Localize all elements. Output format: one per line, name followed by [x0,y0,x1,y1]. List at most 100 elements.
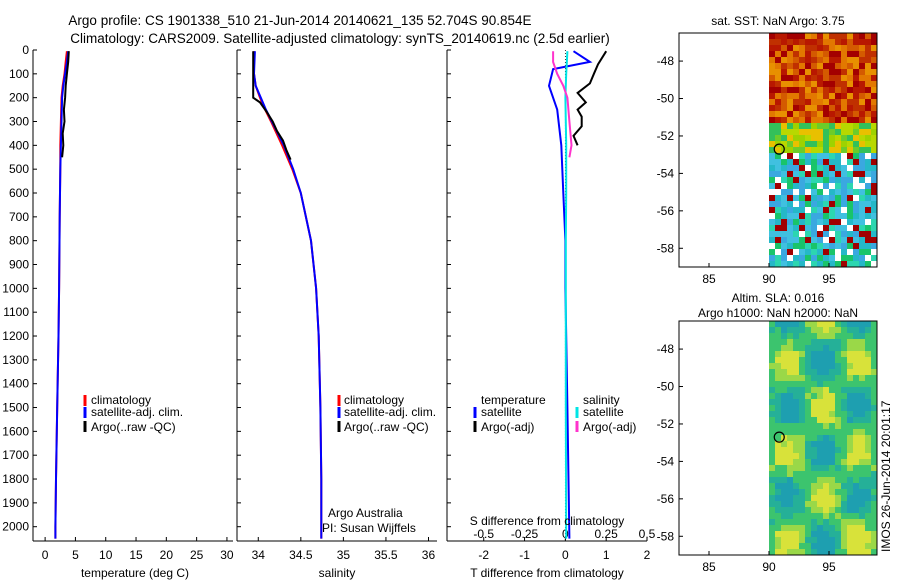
map-cell [829,459,835,465]
map-cell [811,399,817,405]
map-cell [847,375,853,381]
map-cell [859,117,865,123]
map-cell [871,39,877,45]
map-cell [847,105,853,111]
map-cell [829,537,835,543]
map-cell [769,225,775,231]
map-cell [811,195,817,201]
lat-tick-label: -54 [657,454,675,468]
map-cell [859,63,865,69]
map-cell [841,177,847,183]
map-cell [847,357,853,363]
map-cell [769,363,775,369]
map-cell [817,159,823,165]
map-cell [871,447,877,453]
map-cell [841,375,847,381]
map-cell [793,69,799,75]
map-cell [829,237,835,243]
map-cell [769,525,775,531]
map-cell [859,51,865,57]
map-cell [799,33,805,39]
map-cell [817,381,823,387]
map-cell [817,333,823,339]
map-cell [787,351,793,357]
map-cell [781,381,787,387]
map-cell [769,141,775,147]
map-cell [793,483,799,489]
map-cell [847,453,853,459]
map-cell [787,495,793,501]
map-cell [835,435,841,441]
map-cell [817,507,823,513]
map-cell [793,231,799,237]
map-cell [775,345,781,351]
map-cell [805,549,811,555]
map-cell [841,231,847,237]
map-cell [805,81,811,87]
map-cell [769,195,775,201]
map-cell [847,423,853,429]
map-cell [841,237,847,243]
map-cell [865,399,871,405]
map-cell [829,105,835,111]
map-cell [841,81,847,87]
map-cell [859,231,865,237]
map-cell [871,399,877,405]
map-cell [805,339,811,345]
map-cell [811,465,817,471]
map-cell [805,507,811,513]
map-cell [769,105,775,111]
map-cell [871,183,877,189]
depth-tick-group: 0 100 200 300 400 500 600 700 800 900 1000 1100 1200… [2,43,37,534]
map-cell [817,177,823,183]
map-cell [787,39,793,45]
map-cell [871,435,877,441]
map-cell [769,171,775,177]
map-cell [841,51,847,57]
map-cell [847,243,853,249]
map-cell [829,39,835,45]
map-cell [805,117,811,123]
map-cell [859,531,865,537]
map-cell [841,327,847,333]
map-cell [781,369,787,375]
map-cell [793,381,799,387]
sla-heatmap-cells [769,321,877,555]
map-cell [805,405,811,411]
map-cell [775,225,781,231]
x-tick-label: 2 [644,548,651,562]
map-cell [793,351,799,357]
depth-tick-label: 1900 [2,496,29,510]
x-tick-label: 35 [337,548,351,562]
map-cell [793,387,799,393]
map-cell [781,411,787,417]
map-cell [865,525,871,531]
map-cell [781,525,787,531]
depth-tick-label: 200 [9,91,29,105]
map-cell [871,381,877,387]
map-cell [847,183,853,189]
map-cell [805,111,811,117]
map-cell [817,465,823,471]
map-cell [871,387,877,393]
map-cell [793,363,799,369]
map-cell [871,81,877,87]
map-cell [817,501,823,507]
figure-title-line1: Argo profile: CS 1901338_510 21-Jun-2014… [68,13,531,28]
map-cell [871,219,877,225]
map-cell [769,135,775,141]
map-cell [871,189,877,195]
map-cell [853,57,859,63]
map-cell [847,399,853,405]
map-cell [787,525,793,531]
map-cell [793,357,799,363]
map-cell [841,411,847,417]
legend-title-salinity: salinity [583,393,620,407]
map-cell [835,147,841,153]
map-cell [823,375,829,381]
map-cell [853,495,859,501]
map-cell [853,99,859,105]
map-cell [799,387,805,393]
map-cell [871,345,877,351]
map-cell [835,159,841,165]
